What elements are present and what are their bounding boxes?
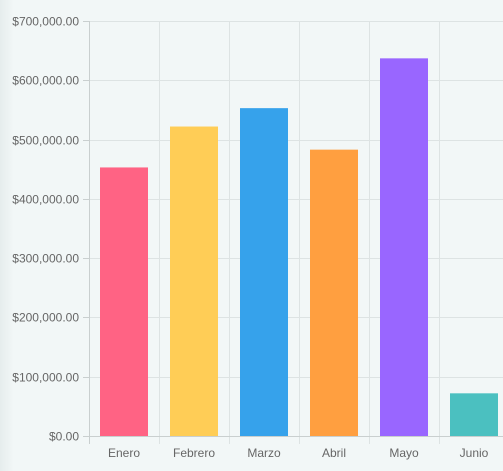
x-tick-label: Marzo (247, 446, 281, 460)
y-axis-tick-labels: $0.00 $100,000.00 $200,000.00 $300,000.00 $4… (12, 15, 79, 444)
y-tick-label: $100,000.00 (12, 371, 79, 385)
bar-abril[interactable] (310, 149, 358, 436)
y-tick-label: $500,000.00 (12, 134, 79, 148)
y-tick-label: $700,000.00 (12, 15, 79, 29)
x-axis-tick-labels: Enero Febrero Marzo Abril Mayo Junio (108, 446, 489, 460)
grid-lines (89, 21, 503, 444)
bars (100, 58, 498, 437)
x-tick-label: Febrero (173, 446, 215, 460)
x-tick-label: Mayo (389, 446, 419, 460)
y-tick-label: $400,000.00 (12, 193, 79, 207)
bar-junio[interactable] (450, 393, 498, 436)
y-tick-label: $0.00 (49, 430, 79, 444)
x-tick-label: Junio (460, 446, 489, 460)
x-tick-label: Enero (108, 446, 140, 460)
y-tick-label: $600,000.00 (12, 74, 79, 88)
bar-mayo[interactable] (380, 58, 428, 436)
x-tick-label: Abril (322, 446, 346, 460)
y-tick-label: $200,000.00 (12, 311, 79, 325)
bar-marzo[interactable] (240, 108, 288, 437)
axes (83, 21, 503, 444)
bar-febrero[interactable] (170, 126, 218, 437)
y-tick-label: $300,000.00 (12, 252, 79, 266)
bar-enero[interactable] (100, 167, 148, 436)
